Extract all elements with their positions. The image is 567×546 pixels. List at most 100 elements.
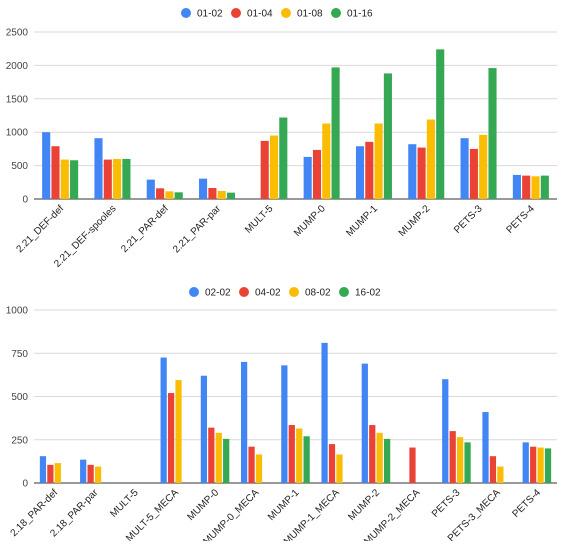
legend-swatch — [289, 287, 299, 297]
bar-01-08 — [269, 135, 279, 199]
bar-01-02 — [94, 138, 103, 199]
y-tick-label: 750 — [11, 349, 28, 360]
bar-02-02 — [160, 357, 167, 483]
bar-01-04 — [260, 140, 269, 199]
bar-01-08 — [479, 134, 488, 199]
bar-01-16 — [436, 49, 445, 200]
x-tick-label: MUMP-0 — [292, 203, 328, 239]
bar-08-02 — [497, 466, 504, 483]
bar-01-08 — [531, 176, 540, 199]
x-tick-label: PETS-4 — [504, 203, 537, 236]
bar-04-02 — [87, 464, 94, 483]
bar-01-16 — [331, 67, 340, 200]
y-tick-label: 0 — [22, 479, 28, 490]
legend-swatch — [231, 8, 241, 18]
x-tick-label: 2.21_PAR-par — [171, 203, 224, 256]
bar-02-02 — [522, 442, 529, 483]
bar-04-02 — [409, 447, 416, 483]
legend-swatch — [339, 287, 349, 297]
legend-label: 01-16 — [347, 9, 373, 20]
y-tick-label: 0 — [22, 195, 28, 206]
legend-label: 02-02 — [205, 288, 231, 299]
bar-01-02 — [408, 144, 417, 199]
bar-01-02 — [146, 179, 155, 199]
legend-swatch — [281, 8, 291, 18]
bar-04-02 — [208, 427, 215, 483]
x-tick-label: MULT-5 — [108, 487, 141, 520]
bar-01-08 — [374, 123, 383, 199]
bar-01-02 — [303, 156, 312, 199]
bar-02-02 — [482, 412, 489, 483]
bar-04-02 — [288, 425, 295, 483]
bar-01-04 — [469, 148, 478, 199]
bar-01-16 — [226, 192, 236, 199]
bar-04-02 — [449, 431, 456, 483]
legend-label: 01-02 — [197, 9, 223, 20]
bar-04-02 — [167, 393, 175, 483]
bar-01-04 — [522, 175, 531, 199]
bar-01-02 — [42, 132, 51, 199]
y-tick-label: 1000 — [6, 128, 29, 139]
bar-08-02 — [336, 454, 343, 483]
legend-swatch — [239, 287, 249, 297]
bar-16-02 — [464, 442, 471, 483]
bar-01-08 — [113, 158, 122, 199]
bar-01-04 — [208, 187, 217, 199]
x-tick-label: MULT-5 — [243, 203, 276, 236]
bar-01-08 — [217, 190, 226, 199]
bar-01-16 — [122, 158, 131, 199]
bar-08-02 — [175, 380, 182, 483]
y-tick-label: 500 — [11, 392, 28, 403]
bar-01-02 — [199, 178, 208, 199]
bar-01-16 — [488, 68, 497, 200]
legend-label: 01-08 — [297, 9, 323, 20]
bar-01-08 — [165, 191, 174, 199]
bar-01-16 — [70, 160, 79, 199]
bar-01-16 — [383, 73, 392, 199]
bar-08-02 — [457, 437, 464, 483]
bar-02-02 — [321, 342, 328, 483]
bar-08-02 — [94, 466, 102, 483]
bar-04-02 — [530, 446, 537, 483]
bar-01-02 — [355, 146, 365, 199]
x-tick-label: MUMP-0 — [185, 487, 221, 523]
bar-16-02 — [383, 438, 391, 483]
legend-swatch — [181, 8, 191, 18]
bar-01-04 — [417, 147, 426, 199]
bar-16-02 — [223, 438, 230, 483]
bar-01-04 — [156, 188, 165, 199]
bar-08-02 — [376, 432, 383, 483]
legend-swatch — [331, 8, 341, 18]
x-tick-label: MUMP-2 — [346, 487, 382, 523]
y-tick-label: 1500 — [6, 94, 29, 105]
bar-01-04 — [365, 141, 374, 199]
legend-label: 08-02 — [305, 288, 331, 299]
legend-label: 04-02 — [255, 288, 281, 299]
bar-02-02 — [281, 365, 288, 483]
x-tick-label: 2.21_DEF-def — [14, 203, 66, 255]
bar-01-16 — [279, 117, 288, 199]
bar-02-02 — [80, 459, 87, 483]
bar-16-02 — [303, 436, 310, 483]
bar-01-08 — [426, 119, 435, 199]
bar-01-04 — [103, 159, 112, 199]
y-tick-label: 500 — [11, 161, 28, 172]
y-tick-label: 1000 — [6, 306, 29, 317]
bar-02-02 — [240, 361, 248, 483]
x-tick-label: MUMP-1 — [266, 487, 302, 523]
bar-16-02 — [544, 448, 552, 483]
bar-01-02 — [512, 174, 521, 199]
x-tick-label: PETS-3 — [430, 487, 463, 520]
bar-04-02 — [369, 425, 376, 483]
bar-04-02 — [47, 464, 54, 483]
x-tick-label: 2.21_PAR-def — [119, 203, 171, 255]
bar-08-02 — [54, 463, 61, 483]
bar-02-02 — [442, 379, 449, 483]
bar-02-02 — [200, 375, 208, 483]
bar-01-16 — [540, 175, 549, 199]
bar-08-02 — [537, 447, 544, 483]
bar-04-02 — [328, 444, 336, 483]
y-tick-label: 250 — [11, 435, 28, 446]
